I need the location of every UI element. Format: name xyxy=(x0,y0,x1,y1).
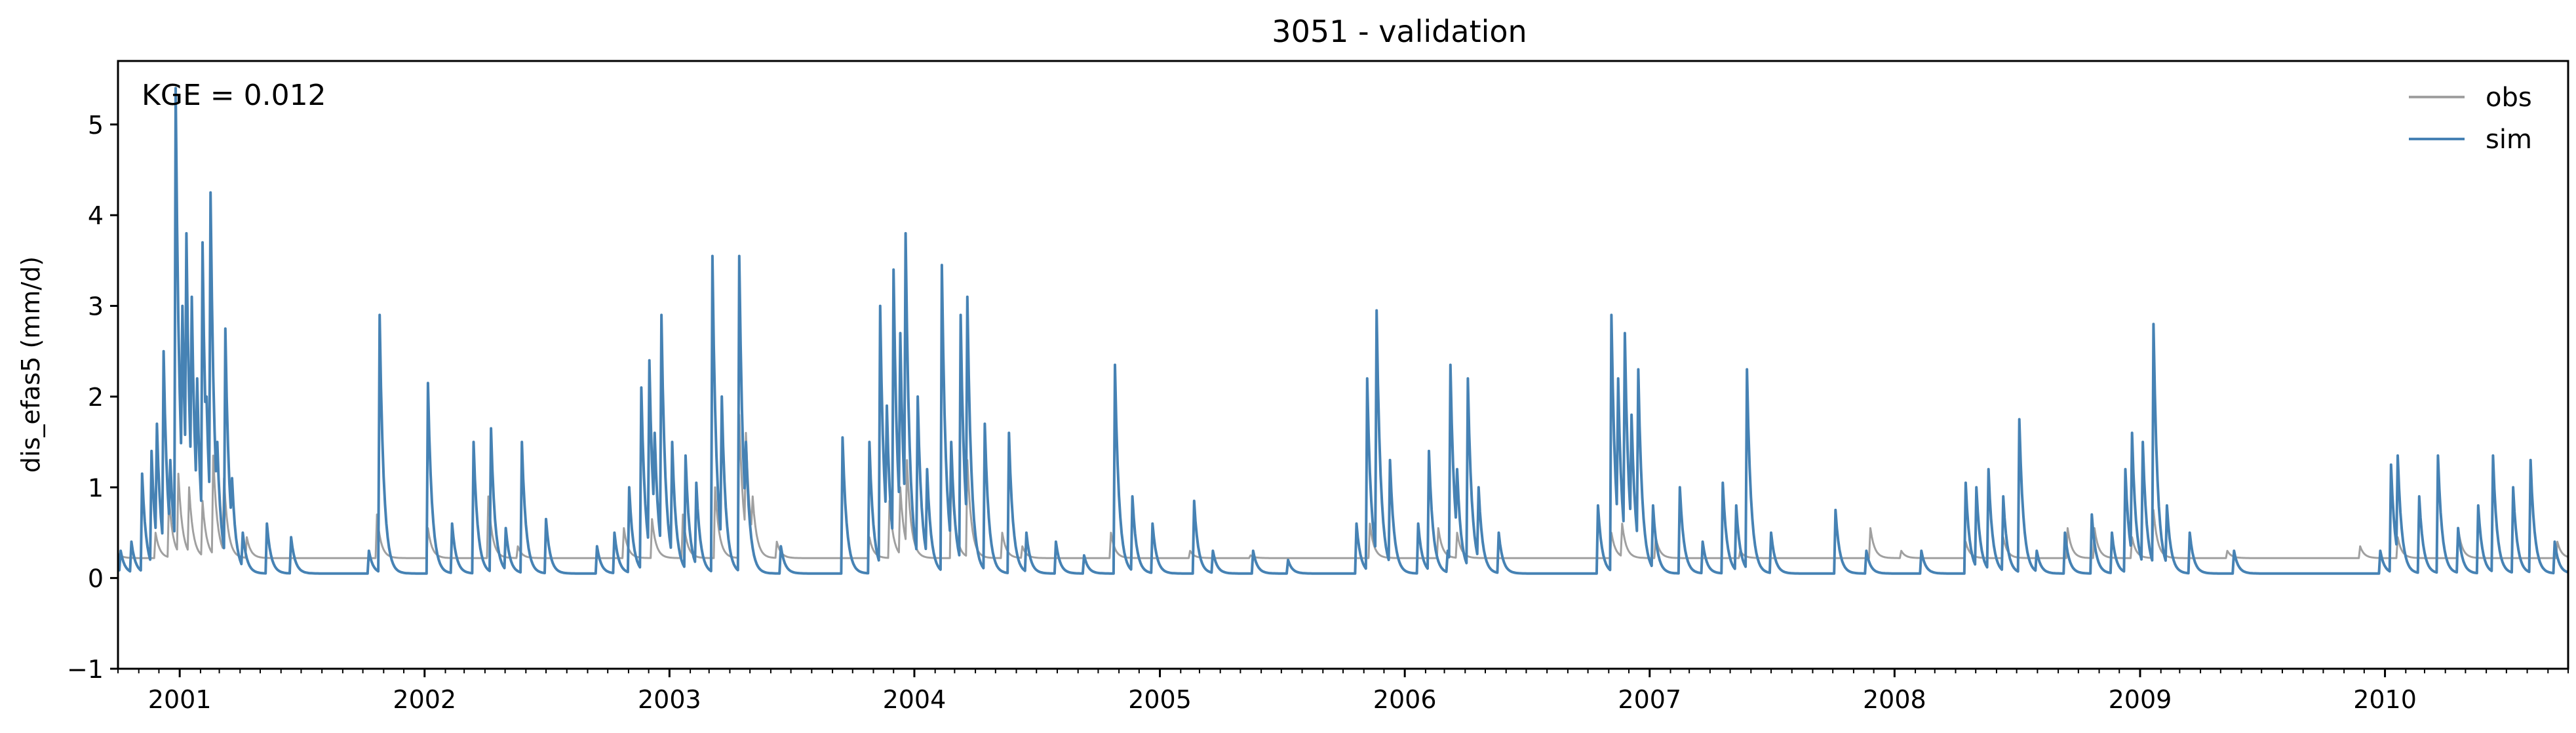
sim-series-line xyxy=(117,87,2569,575)
x-tick-label: 2008 xyxy=(1863,685,1926,714)
sim-series-layer xyxy=(117,87,2569,575)
x-tick-label: 2010 xyxy=(2353,685,2417,714)
y-tick-label: 0 xyxy=(88,565,104,593)
x-tick-label: 2002 xyxy=(393,685,456,714)
y-axis: −1 0 1 2 3 4 5 xyxy=(67,111,118,684)
y-tick-label: −1 xyxy=(67,655,104,684)
x-tick-label: 2006 xyxy=(1373,685,1437,714)
y-tick-label: 2 xyxy=(88,383,104,412)
obs-series-layer xyxy=(117,414,2569,559)
chart-title: 3051 - validation xyxy=(1272,14,1527,49)
x-tick-label: 2009 xyxy=(2109,685,2172,714)
y-tick-label: 5 xyxy=(88,111,104,140)
x-tick-label: 2001 xyxy=(148,685,212,714)
y-tick-label: 3 xyxy=(88,292,104,321)
x-tick-label: 2003 xyxy=(638,685,701,714)
x-axis: 2001 2002 2003 2004 2005 2006 2007 2008 2009 2010 xyxy=(117,669,2569,714)
y-tick-label: 4 xyxy=(88,201,104,230)
y-axis-label: dis_efas5 (mm/d) xyxy=(16,256,45,473)
x-tick-label: 2005 xyxy=(1128,685,1192,714)
plot-area-frame xyxy=(117,60,2569,670)
obs-series-line xyxy=(117,414,2569,559)
legend-obs-label: obs xyxy=(2486,83,2532,113)
kge-annotation: KGE = 0.012 xyxy=(142,79,326,112)
x-tick-label: 2007 xyxy=(1618,685,1681,714)
legend-sim-label: sim xyxy=(2486,125,2532,155)
legend: obs sim xyxy=(2409,83,2532,155)
x-tick-label: 2004 xyxy=(883,685,946,714)
y-tick-label: 1 xyxy=(88,473,104,502)
